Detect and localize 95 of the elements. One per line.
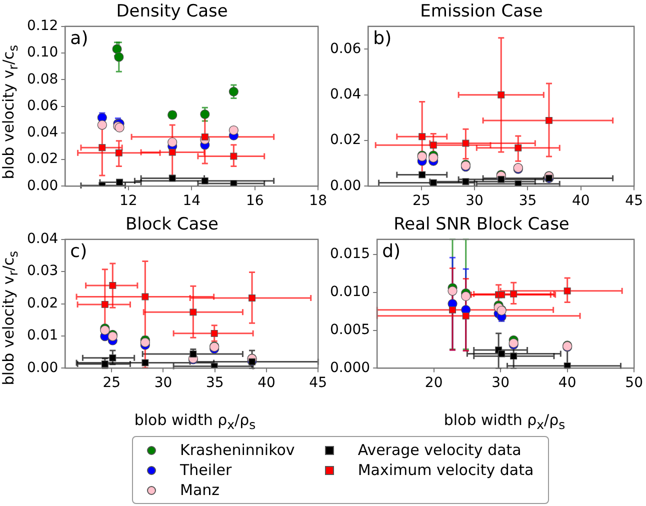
x-axis-title: blob width ρ$_{x}$/ρ$_{s}$ — [133, 411, 257, 432]
x-tick-label: 20 — [424, 375, 443, 392]
y-tick-label: 0.000 — [330, 360, 370, 376]
point — [546, 116, 552, 124]
x-tick-label: 40 — [572, 193, 590, 210]
point — [498, 291, 506, 298]
y-tick-label: 0.06 — [330, 40, 362, 57]
point — [430, 142, 437, 149]
annotation: a) — [70, 28, 88, 50]
point — [514, 144, 522, 152]
legend-label: Maximum velocity data — [358, 461, 534, 479]
point — [142, 293, 149, 300]
point — [230, 152, 238, 160]
point — [115, 149, 122, 156]
y-tick-label: 0.00 — [330, 178, 362, 194]
legend-label: Average velocity data — [358, 441, 522, 459]
annotation: c) — [70, 241, 88, 262]
point — [101, 360, 108, 368]
point — [418, 171, 426, 178]
point — [510, 290, 518, 298]
point — [168, 137, 178, 148]
x-tick-label: 40 — [258, 375, 276, 392]
point — [498, 91, 505, 98]
x-tick-label: 25 — [102, 375, 121, 392]
point — [116, 178, 124, 186]
x-tick-label: 14 — [182, 193, 201, 210]
point — [449, 306, 456, 314]
x-tick-label: 30 — [154, 375, 172, 392]
point — [248, 294, 256, 302]
point — [112, 44, 122, 54]
y-tick-label: 0.00 — [27, 178, 58, 194]
x-tick-label: 45 — [625, 193, 644, 210]
point — [210, 330, 218, 337]
point — [109, 282, 116, 289]
y-tick-label: 0.12 — [27, 18, 58, 34]
y-tick-label: 0.02 — [27, 295, 58, 312]
y-tick-label: 0.03 — [27, 263, 58, 280]
y-tick-label: 0.010 — [330, 284, 370, 300]
legend-label: Krasheninnikov — [180, 441, 295, 459]
x-tick-label: 16 — [246, 193, 264, 210]
y-tick-label: 0.06 — [27, 98, 58, 114]
point — [418, 133, 426, 140]
point — [228, 125, 238, 136]
point — [228, 86, 238, 96]
point — [200, 109, 210, 120]
y-tick-label: 0.00 — [27, 360, 58, 376]
point — [564, 287, 571, 294]
point — [140, 338, 150, 348]
point — [98, 144, 106, 152]
x-tick-label: 35 — [206, 375, 224, 392]
x-tick-label: 18 — [309, 193, 328, 210]
y-tick-label: 0.04 — [27, 124, 58, 141]
annotation: d) — [382, 241, 401, 262]
y-tick-label: 0.015 — [330, 246, 370, 262]
chart-title: Block Case — [126, 214, 218, 235]
x-tick-label: 12 — [119, 193, 138, 210]
y-tick-label: 0.10 — [27, 44, 58, 61]
point — [461, 291, 471, 302]
annotation: b) — [373, 28, 392, 50]
y-tick-label: 0.02 — [27, 151, 58, 168]
x-tick-label: 25 — [412, 193, 430, 210]
x-tick-label: 45 — [309, 375, 328, 392]
point — [97, 120, 107, 130]
x-tick-label: 30 — [492, 375, 510, 392]
legend-label: Manz — [180, 481, 220, 499]
chart-title: Real SNR Block Case — [394, 214, 570, 235]
point — [230, 180, 238, 186]
point — [462, 312, 470, 320]
y-tick-label: 0.005 — [330, 322, 370, 338]
chart-title: Density Case — [116, 2, 228, 22]
x-tick-label: 50 — [625, 375, 644, 392]
point — [201, 133, 208, 140]
x-axis-title: blob width ρ$_{x}$/ρ$_{s}$ — [442, 411, 566, 432]
x-tick-label: 35 — [518, 193, 537, 210]
y-tick-label: 0.01 — [27, 328, 58, 344]
point — [498, 350, 506, 358]
point — [114, 52, 124, 62]
point — [109, 354, 116, 362]
point — [168, 148, 176, 156]
point — [462, 140, 470, 147]
y-tick-label: 0.04 — [27, 231, 58, 248]
x-tick-label: 30 — [466, 193, 484, 210]
point — [190, 308, 197, 316]
y-tick-label: 0.04 — [330, 86, 362, 103]
y-tick-label: 0.02 — [330, 132, 362, 148]
point — [142, 359, 149, 366]
point — [510, 352, 518, 360]
point — [448, 286, 458, 296]
legend-label: Theiler — [180, 461, 232, 479]
x-tick-label: 40 — [558, 375, 576, 392]
point — [498, 176, 505, 183]
y-tick-label: 0.08 — [27, 71, 58, 88]
point — [462, 178, 470, 186]
point — [101, 300, 108, 308]
chart-title: Emission Case — [420, 2, 543, 22]
